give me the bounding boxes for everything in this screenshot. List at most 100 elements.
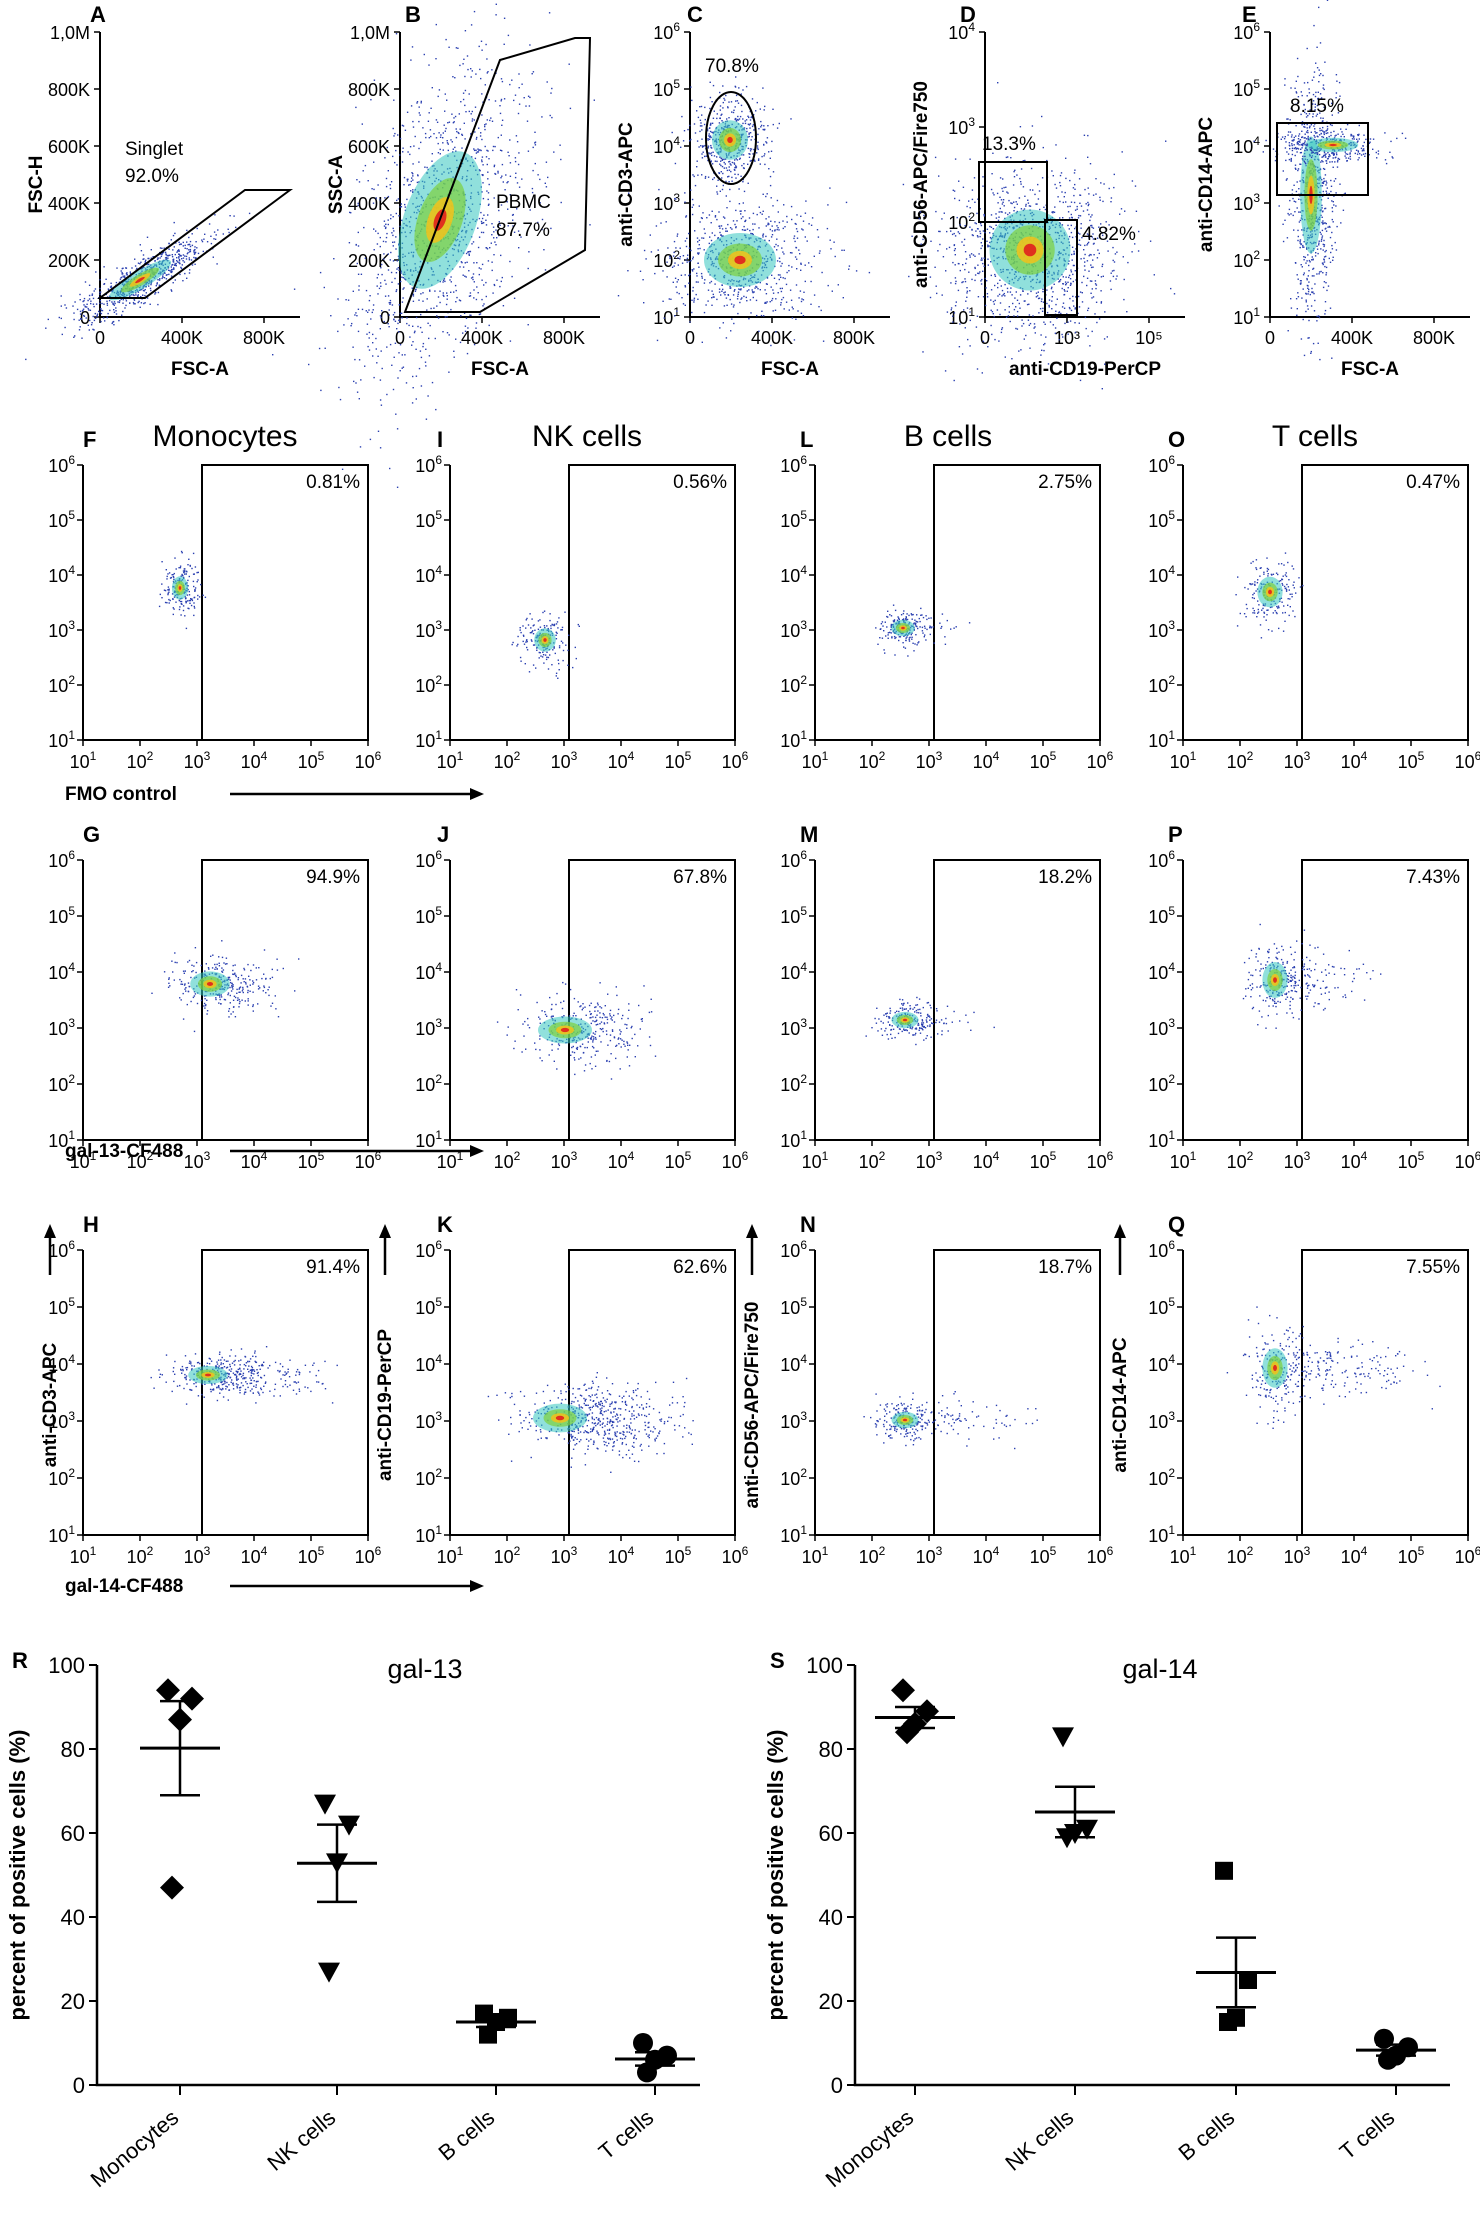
x-tick-label: 102 bbox=[1227, 1544, 1254, 1567]
x-tick-label: 105 bbox=[665, 749, 692, 772]
singlet-gate bbox=[96, 189, 294, 299]
data-point bbox=[160, 1875, 184, 1900]
event-density bbox=[25, 212, 251, 361]
y-tick-label: 102 bbox=[780, 1072, 807, 1095]
x-tick-label: 103 bbox=[916, 1544, 943, 1567]
positive-gate bbox=[568, 464, 736, 741]
positive-gate bbox=[201, 464, 369, 741]
panel-letter: B bbox=[405, 2, 421, 27]
y-tick-label: 103 bbox=[48, 1016, 75, 1039]
cd14-positive-events bbox=[1253, 122, 1407, 170]
x-tick-label: 104 bbox=[973, 1544, 1000, 1567]
flow-panel-E: E 101 102 103 104 105 106 0 400K 800K FSC-A anti-CD… bbox=[1196, 0, 1470, 380]
y-tick-label: 106 bbox=[48, 1238, 75, 1261]
gate-label: PBMC bbox=[496, 192, 551, 213]
x-tick-label: 104 bbox=[973, 1149, 1000, 1172]
y-tick-label: 1,0M bbox=[50, 23, 90, 43]
y-tick-label: 101 bbox=[653, 305, 680, 328]
cd14-negative-events bbox=[1274, 0, 1348, 361]
x-tick-label: 101 bbox=[70, 1544, 97, 1567]
column-title: NK cells bbox=[532, 420, 642, 453]
y-tick-label: 103 bbox=[780, 1016, 807, 1039]
cd3-negative-events bbox=[617, 160, 871, 347]
y-tick-label: 60 bbox=[61, 1821, 85, 1846]
y-tick-label: 104 bbox=[415, 1352, 442, 1375]
axes bbox=[449, 1250, 735, 1536]
x-tick-label: 101 bbox=[1170, 1149, 1197, 1172]
axes bbox=[1269, 32, 1470, 318]
panel-letter: A bbox=[90, 2, 106, 27]
y-tick-label: 106 bbox=[48, 453, 75, 476]
x-tick-label: 103 bbox=[551, 1149, 578, 1172]
y-tick-label: 102 bbox=[48, 1466, 75, 1489]
panel-letter: F bbox=[83, 427, 96, 452]
x-tick-label: 101 bbox=[70, 749, 97, 772]
panel-letter: O bbox=[1168, 427, 1185, 452]
y-tick-label: 106 bbox=[780, 453, 807, 476]
panel-letter: J bbox=[437, 822, 449, 847]
column-y-axis-label: anti-CD56-APC/Fire750 bbox=[742, 1302, 763, 1509]
x-tick-label: 103 bbox=[1284, 749, 1311, 772]
y-tick-label: 103 bbox=[1148, 618, 1175, 641]
y-tick-label: 101 bbox=[780, 1523, 807, 1546]
y-tick-label: 106 bbox=[780, 848, 807, 871]
axes bbox=[814, 1250, 1100, 1536]
y-tick-label: 106 bbox=[48, 848, 75, 871]
y-tick-label: 106 bbox=[415, 848, 442, 871]
gate-percentage: 0.47% bbox=[1406, 472, 1460, 493]
x-tick-label: 101 bbox=[1170, 1544, 1197, 1567]
y-tick-label: 106 bbox=[1148, 1238, 1175, 1261]
y-tick-label: 103 bbox=[948, 115, 975, 138]
positive-tail-events bbox=[215, 1346, 338, 1404]
x-tick-label: 106 bbox=[722, 1544, 749, 1567]
positive-gate bbox=[933, 464, 1101, 741]
y-tick-label: 103 bbox=[780, 1409, 807, 1432]
x-tick-label: 800K bbox=[543, 328, 585, 348]
y-tick-label: 106 bbox=[1233, 20, 1260, 43]
y-axis-label: percent of positive cells (%) bbox=[5, 1730, 30, 2021]
gate-percentage: 67.8% bbox=[673, 867, 727, 888]
x-tick-label: NK cells bbox=[1000, 2105, 1078, 2176]
data-point bbox=[1239, 1971, 1257, 1989]
gate-percentage: 0.81% bbox=[306, 472, 360, 493]
y-axis-label: FSC-H bbox=[26, 155, 47, 213]
data-point bbox=[314, 1794, 336, 1815]
x-tick-label: B cells bbox=[434, 2105, 500, 2166]
gate-value: 92.0% bbox=[125, 166, 179, 187]
panel-letter: Q bbox=[1168, 1212, 1185, 1237]
x-tick-label: 104 bbox=[1341, 1149, 1368, 1172]
x-tick-label: 106 bbox=[1455, 1544, 1480, 1567]
gate-percentage: 18.7% bbox=[1038, 1257, 1092, 1278]
x-tick-label: 102 bbox=[859, 1544, 886, 1567]
y-tick-label: 102 bbox=[415, 1072, 442, 1095]
y-tick-label: 400K bbox=[48, 194, 90, 214]
y-tick-label: 101 bbox=[48, 1523, 75, 1546]
y-tick-label: 0 bbox=[80, 308, 90, 328]
event-density bbox=[158, 550, 207, 630]
y-tick-label: 101 bbox=[948, 305, 975, 328]
x-tick-label: T cells bbox=[1335, 2105, 1399, 2165]
y-tick-label: 800K bbox=[348, 80, 390, 100]
data-point bbox=[156, 1678, 180, 1703]
x-tick-label: 0 bbox=[395, 328, 405, 348]
y-tick-label: 105 bbox=[780, 904, 807, 927]
y-tick-label: 80 bbox=[819, 1737, 843, 1762]
x-tick-label: 106 bbox=[355, 1544, 382, 1567]
positive-gate bbox=[568, 1249, 736, 1536]
positive-gate bbox=[933, 1249, 1101, 1536]
y-tick-label: 102 bbox=[948, 210, 975, 233]
event-density bbox=[151, 940, 267, 1033]
x-tick-label: 104 bbox=[241, 1544, 268, 1567]
y-tick-label: 800K bbox=[48, 80, 90, 100]
data-point bbox=[1219, 2013, 1237, 2031]
x-tick-label: 102 bbox=[494, 1149, 521, 1172]
y-tick-label: 102 bbox=[780, 673, 807, 696]
cd19-gate bbox=[1044, 219, 1078, 316]
positive-tail-events bbox=[905, 1391, 1038, 1450]
column-y-axis-label: anti-CD14-APC bbox=[1110, 1337, 1131, 1472]
panel-letter: L bbox=[800, 427, 813, 452]
flow-panel-D: D 101 102 103 104 0 10³ 10⁵ anti-CD19-PerCP anti-… bbox=[902, 2, 1185, 390]
